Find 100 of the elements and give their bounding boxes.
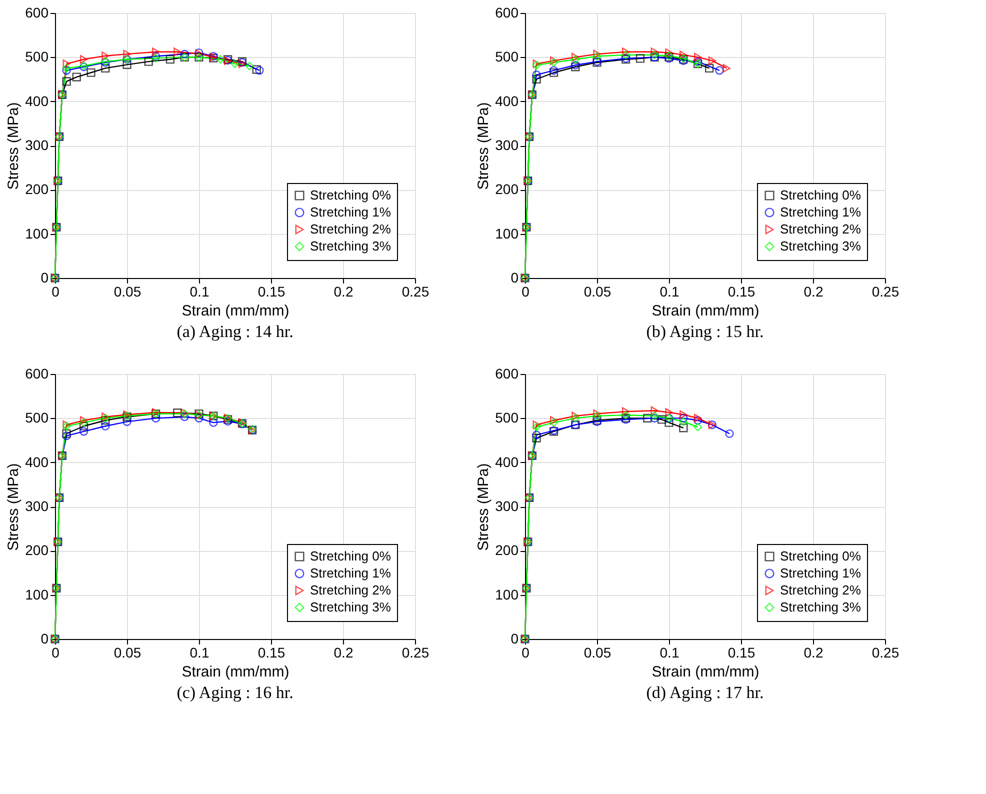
x-tick-label: 0.2	[334, 284, 354, 300]
y-tick-label: 100	[495, 586, 519, 602]
point	[705, 64, 714, 73]
y-tick-label: 300	[495, 498, 519, 514]
x-tick-label: 0.05	[584, 644, 612, 660]
y-axis-title: Stress (MPa)	[5, 463, 22, 551]
text: (a) Aging : 14 hr.	[176, 322, 294, 341]
point	[532, 70, 541, 80]
legend-label: Stretching 2%	[310, 582, 392, 598]
point	[62, 59, 70, 68]
point	[571, 55, 580, 64]
y-tick-label: 500	[25, 48, 49, 65]
x-tick-label: 0.15	[728, 644, 756, 660]
point	[166, 55, 175, 64]
point	[694, 52, 702, 62]
x-axis-title: Strain (mm/mm)	[182, 302, 290, 320]
point	[643, 414, 652, 422]
point	[572, 412, 580, 420]
x-tick-label: 0.2	[804, 284, 824, 300]
point	[636, 54, 645, 63]
x-tick-label: 0	[52, 644, 60, 660]
y-tick-label: 400	[495, 454, 519, 470]
point	[122, 60, 132, 69]
text: (c) Aging : 16 hr.	[176, 683, 294, 702]
point	[123, 50, 131, 58]
x-tick-label: 0.15	[258, 284, 286, 300]
x-tick-label: 0.05	[114, 284, 142, 300]
x-tick-label: 0.1	[660, 644, 680, 660]
point	[722, 64, 730, 73]
point	[80, 55, 88, 64]
point	[650, 48, 658, 56]
y-axis-title: Stress (MPa)	[475, 463, 492, 551]
y-tick-label: 500	[495, 48, 519, 65]
point	[708, 56, 716, 66]
point	[532, 422, 541, 432]
point	[152, 48, 160, 56]
point	[79, 418, 88, 427]
point	[180, 50, 189, 58]
point	[621, 410, 630, 420]
point	[532, 430, 541, 440]
point	[62, 432, 71, 440]
point	[680, 50, 688, 60]
point	[665, 48, 673, 58]
y-tick-label: 400	[25, 92, 49, 109]
point	[694, 414, 702, 422]
point	[62, 77, 71, 86]
x-tick-label: 0	[522, 284, 530, 300]
point	[679, 417, 688, 426]
point	[650, 406, 658, 415]
point	[101, 422, 110, 430]
x-tick-label: 0.1	[190, 644, 210, 660]
point	[62, 429, 71, 438]
y-tick-label: 400	[495, 92, 519, 109]
x-axis-title: Strain (mm/mm)	[182, 664, 290, 680]
point	[101, 416, 110, 425]
x-tick-label: 0.25	[872, 284, 900, 300]
x-tick-label: 0.15	[728, 284, 756, 300]
y-tick-label: 500	[25, 410, 49, 426]
y-tick-label: 200	[25, 181, 49, 198]
point	[725, 429, 734, 438]
point	[679, 414, 688, 422]
point	[592, 52, 602, 61]
point	[679, 424, 688, 432]
legend-label: Stretching 2%	[780, 222, 862, 236]
x-tick-label: 0.05	[584, 284, 612, 300]
y-axis-title: Stress (MPa)	[5, 102, 22, 190]
point	[549, 418, 558, 427]
point	[79, 427, 88, 436]
point	[79, 422, 88, 430]
legend-label: Stretching 1%	[310, 204, 392, 220]
point	[72, 72, 81, 82]
point	[230, 59, 240, 68]
y-tick-label: 0	[510, 630, 519, 646]
y-tick-label: 100	[25, 586, 49, 602]
y-tick-label: 0	[40, 270, 49, 286]
point	[62, 66, 71, 75]
legend-label: Stretching 2%	[780, 582, 862, 598]
point	[151, 414, 160, 422]
x-tick-label: 0.2	[334, 644, 354, 660]
legend-label: Stretching 3%	[310, 600, 392, 614]
point	[532, 74, 541, 84]
x-tick-label: 0.1	[660, 284, 680, 300]
point	[693, 57, 702, 66]
x-tick-label: 0.2	[804, 644, 824, 660]
point	[622, 48, 630, 56]
y-tick-label: 300	[25, 498, 49, 514]
point	[549, 58, 558, 67]
y-tick-label: 300	[25, 137, 49, 153]
point	[173, 408, 182, 418]
y-tick-label: 200	[25, 542, 49, 558]
y-tick-label: 300	[495, 137, 519, 153]
x-tick-label: 0.05	[114, 644, 142, 660]
x-tick-label: 0	[522, 644, 530, 660]
point	[693, 416, 702, 425]
point	[680, 410, 688, 419]
legend-label: Stretching 1%	[780, 566, 862, 580]
y-tick-label: 200	[495, 542, 519, 558]
x-axis-title: Strain (mm/mm)	[652, 664, 760, 680]
x-tick-label: 0	[52, 284, 60, 300]
point	[593, 50, 601, 58]
